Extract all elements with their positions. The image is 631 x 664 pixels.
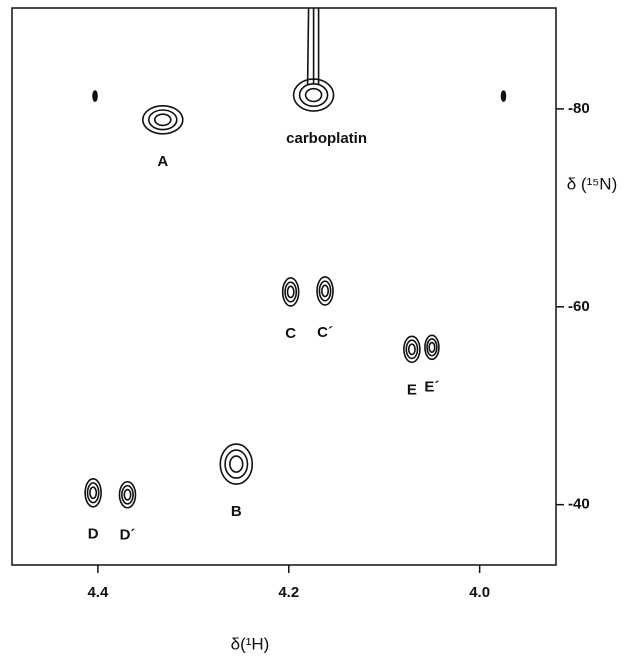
y-axis-label: δ (¹⁵N) (567, 174, 618, 193)
peak (424, 334, 440, 361)
peak (292, 7, 335, 112)
y-tick-label: -60 (568, 298, 590, 315)
contour-ring (424, 334, 440, 361)
contour-ring (500, 90, 507, 102)
contour-ring (123, 488, 132, 501)
peak-label: C (285, 325, 296, 342)
contour-ring (407, 343, 416, 356)
contour-ring (89, 486, 98, 500)
contour-ring (284, 281, 298, 303)
contour-ring (286, 285, 295, 299)
peak-label: E´ (424, 378, 439, 395)
x-tick-label: 4.2 (278, 584, 299, 601)
peak (92, 90, 98, 102)
peak (281, 277, 300, 307)
peak (84, 477, 102, 508)
contour-ring (298, 83, 329, 108)
y-tick-label: -80 (568, 100, 590, 117)
contour-ring (118, 480, 137, 509)
contour-ring (318, 280, 332, 302)
contour-ring (141, 104, 184, 135)
contour-ring (219, 443, 254, 485)
peak-label: D´ (120, 527, 136, 544)
peak (141, 104, 184, 135)
peak (219, 443, 254, 485)
contour-ring (428, 341, 436, 353)
y-tick-label: -40 (568, 496, 590, 513)
peak-label: A (157, 153, 168, 170)
x-tick-label: 4.4 (87, 584, 109, 601)
peak-label: B (231, 503, 242, 520)
contour-ring (281, 277, 300, 307)
contour-ring (405, 339, 419, 360)
contour-ring (229, 455, 244, 473)
peak-label: carboplatin (286, 130, 367, 147)
contour-ring (224, 449, 249, 479)
contour-streak (306, 7, 320, 86)
peak-label: C´ (317, 324, 333, 341)
peak (118, 480, 137, 509)
peak (500, 90, 507, 102)
contour-ring (121, 484, 134, 505)
peak (316, 276, 334, 306)
contour-ring (153, 113, 172, 127)
contour-ring (86, 482, 100, 504)
contour-ring (321, 284, 330, 298)
plot-frame (11, 7, 557, 566)
contour-ring (316, 276, 334, 306)
contour-ring (84, 477, 102, 508)
peak (403, 335, 421, 364)
x-axis-label: δ(¹H) (231, 634, 270, 653)
contour-ring (304, 87, 323, 103)
contour-ring (403, 335, 421, 364)
peak-label: D (88, 526, 99, 543)
peak-label: E (407, 381, 417, 398)
x-tick-label: 4.0 (469, 584, 490, 601)
contour-ring (147, 109, 178, 131)
contour-ring (426, 338, 438, 357)
contour-ring (92, 90, 98, 102)
